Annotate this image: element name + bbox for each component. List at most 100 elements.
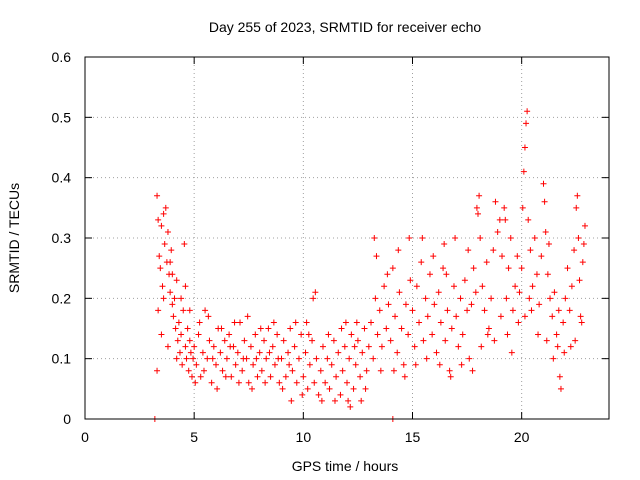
x-tick-label: 15 [405,429,421,445]
data-point [234,349,241,356]
data-point [561,349,568,356]
data-point [347,403,354,410]
data-point [226,331,233,338]
data-point [472,289,479,296]
data-point [244,313,251,320]
data-point [381,283,388,290]
data-point [241,337,248,344]
data-point [384,271,391,278]
data-point [518,265,525,272]
data-point [389,265,396,272]
data-point [473,204,480,211]
data-point [346,355,353,362]
data-point [576,277,583,284]
data-points [151,108,588,422]
data-point [339,367,346,374]
data-point [180,307,187,314]
data-point [158,222,165,229]
data-point [326,385,333,392]
data-point [477,235,484,241]
data-point [519,204,526,211]
data-point [156,253,163,260]
data-point [265,325,272,332]
data-point [231,319,238,326]
data-point [385,301,392,308]
data-point [271,361,278,368]
data-point [377,367,384,374]
data-point [287,325,294,332]
data-point [359,349,366,356]
data-point [494,228,501,235]
x-tick-label: 20 [514,429,530,445]
data-point [217,349,224,356]
data-point [560,319,567,326]
data-point [313,355,320,362]
y-axis-label: SRMTID / TECUs [6,183,22,293]
data-point [190,355,197,362]
data-point [453,313,460,320]
data-point [450,283,457,290]
data-point [536,301,543,308]
data-point [577,313,584,320]
data-point [210,343,217,350]
data-point [394,349,401,356]
data-point [544,271,551,278]
data-point [299,391,306,398]
data-point [550,355,557,362]
data-point [533,271,540,278]
data-point [310,295,317,302]
data-point [556,373,563,380]
data-point [187,349,194,356]
data-point [435,289,442,296]
data-point [431,301,438,308]
data-point [446,367,453,374]
x-tick-label: 0 [81,429,89,445]
data-point [542,228,549,235]
data-point [476,192,483,199]
x-tick-label: 10 [296,429,312,445]
data-point [531,235,538,241]
data-point [419,235,426,241]
data-point [254,373,261,380]
data-point [406,235,413,241]
data-point [250,361,257,368]
data-point [167,289,174,296]
data-point [525,216,532,223]
data-point [497,313,504,320]
data-point [288,397,295,404]
data-point [335,349,342,356]
data-point [543,337,550,344]
data-point [555,307,562,314]
data-point [200,367,207,374]
data-point [505,265,512,272]
data-point [521,313,528,320]
data-point [370,355,377,362]
data-point [245,379,252,386]
data-point [257,325,264,332]
data-point [312,289,319,296]
data-point [475,210,481,217]
data-point [223,355,230,362]
data-point [528,307,535,314]
x-tick-label: 5 [190,429,198,445]
data-point [551,289,558,296]
data-point [441,241,448,248]
data-point [302,349,309,356]
data-point [319,343,326,350]
data-point [289,367,296,374]
data-point [192,379,199,386]
data-point [228,373,235,380]
chart-title: Day 255 of 2023, SRMTID for receiver ech… [209,19,482,35]
data-point [252,331,259,338]
data-point [184,325,191,332]
data-point [270,319,277,326]
data-point [368,319,375,326]
data-point [213,361,219,368]
data-point [183,355,190,362]
data-point [305,331,312,338]
data-point [579,259,586,266]
y-tick-label: 0 [63,411,71,427]
data-point [378,343,385,350]
data-point [504,331,511,338]
